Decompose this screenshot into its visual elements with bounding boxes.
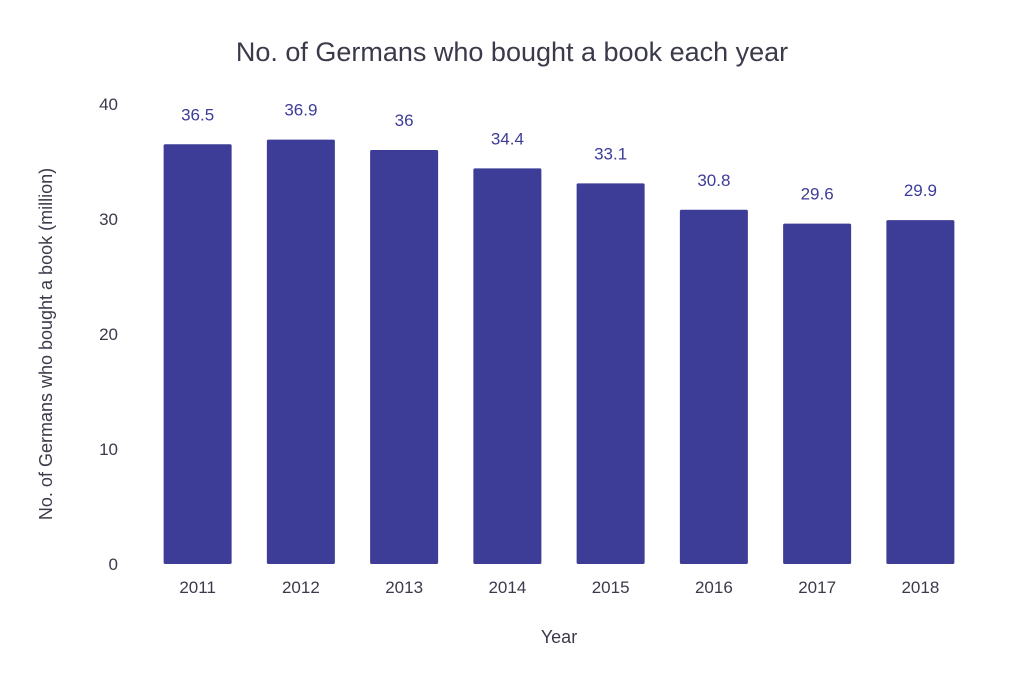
bar [679, 209, 748, 565]
bar [783, 223, 852, 564]
x-tick-label: 2015 [592, 578, 630, 597]
x-tick-label: 2016 [695, 578, 733, 597]
x-tick-label: 2011 [179, 578, 216, 597]
data-label: 36 [395, 111, 414, 130]
chart-title: No. of Germans who bought a book each ye… [236, 37, 788, 67]
x-tick-label: 2017 [798, 578, 836, 597]
data-label: 36.5 [181, 105, 214, 124]
bar [886, 220, 955, 564]
bar [266, 139, 335, 564]
bar [163, 144, 232, 564]
data-label: 30.8 [697, 171, 730, 190]
y-tick-label: 40 [99, 95, 118, 114]
data-label: 33.1 [594, 144, 627, 163]
y-tick-label: 0 [109, 555, 118, 574]
bars-group [163, 139, 955, 565]
y-tick-label: 30 [99, 210, 118, 229]
x-tick-label: 2013 [385, 578, 423, 597]
x-axis-title: Year [541, 627, 577, 647]
bar [370, 150, 439, 564]
x-tick-label: 2014 [488, 578, 526, 597]
x-axis-ticks: 2011 2012 2013 2014 2015 2016 2017 2018 [179, 578, 939, 597]
y-axis-title: No. of Germans who bought a book (millio… [36, 168, 56, 520]
y-tick-label: 20 [99, 325, 118, 344]
bar [576, 183, 645, 564]
x-tick-label: 2018 [901, 578, 939, 597]
data-label: 29.6 [801, 185, 834, 204]
data-labels-group: 36.5 36.9 36 34.4 33.1 30.8 29.6 29.9 [181, 101, 937, 204]
x-tick-label: 2012 [282, 578, 320, 597]
bar [473, 168, 542, 564]
data-label: 36.9 [284, 101, 317, 120]
data-label: 34.4 [491, 129, 524, 148]
y-tick-label: 10 [99, 440, 118, 459]
data-label: 29.9 [904, 181, 937, 200]
y-axis-ticks: 0 10 20 30 40 [99, 95, 118, 574]
